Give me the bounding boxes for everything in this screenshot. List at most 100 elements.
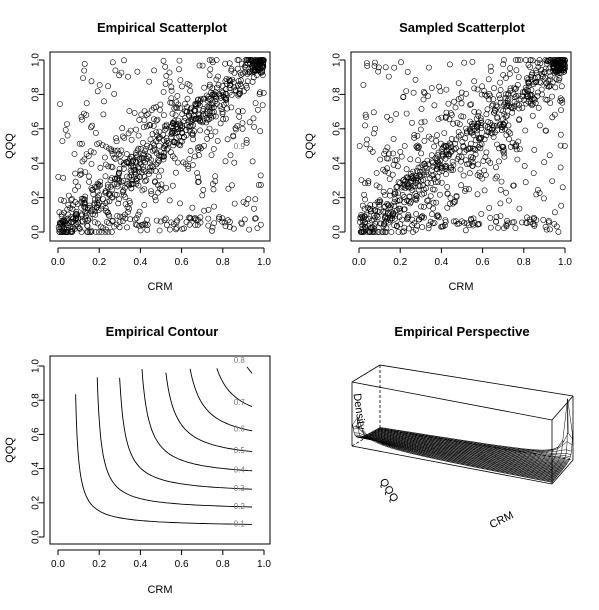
scatter-point [522,57,529,63]
scatter-point [433,213,440,220]
scatter-point [405,211,412,218]
perspective-box [351,364,574,485]
scatter-point [393,184,400,191]
surface-grid-line [352,416,553,483]
scatter-point [462,157,469,163]
scatter-point [542,96,549,103]
y-axis: 0.0 0.2 0.4 0.6 0.8 1.0 [332,53,346,239]
scatter-point [127,167,134,174]
x-tick-label: 1.0 [257,559,271,570]
scatter-point [481,187,488,194]
scatter-point [212,93,218,99]
scatter-point [529,70,536,76]
scatter-point [448,147,455,154]
scatter-point [163,146,170,153]
scatter-point [478,91,485,98]
scatter-point [193,101,200,108]
scatter-point [212,128,219,135]
scatter-point [148,190,155,197]
scatter-point [413,211,419,217]
scatter-point [79,218,86,225]
scatter-point [212,173,219,180]
scatter-point [136,117,143,123]
scatter-point [380,229,387,235]
contour-line [75,394,253,525]
scatter-point [151,67,157,74]
x-tick-label: 0.4 [133,257,147,268]
scatter-point [122,201,129,207]
scatter-point [485,76,492,83]
scatter-point [512,225,519,231]
box-edge [379,364,574,397]
scatter-point [243,200,250,207]
scatter-point [460,172,467,179]
scatter-point [173,224,180,231]
scatter-point [158,187,165,193]
scatter-point [163,121,170,128]
scatter-point [119,125,126,132]
scatter-point [120,165,127,172]
scatter-point [243,82,250,89]
scatter-point [504,112,511,119]
scatter-point [174,159,181,166]
scatter-point [219,110,226,117]
scatter-point [224,136,231,143]
scatter-point [245,69,252,76]
scatter-point [416,168,423,175]
scatter-point [89,122,95,129]
scatter-point [227,152,234,159]
scatter-point [555,77,562,84]
scatter-point [395,205,402,212]
scatter-point [487,224,494,231]
scatter-point [439,151,446,157]
scatter-point [515,57,521,63]
scatter-point [108,229,115,235]
scatter-point [499,143,505,150]
scatter-point [381,203,388,210]
scatter-point [100,196,106,202]
scatter-point [411,131,418,138]
scatter-point [414,132,421,139]
scatter-point [448,112,455,118]
scatter-point [537,79,544,86]
x-tick-label: 0.2 [92,559,106,570]
scatter-point [474,191,481,198]
scatter-point [140,139,146,146]
scatter-point [413,196,420,203]
scatter-point [438,114,445,121]
x-tick-label: 0.0 [352,257,366,268]
scatter-point [107,183,114,190]
scatter-point [120,191,127,198]
scatter-point [381,204,388,211]
scatter-point [478,134,485,141]
scatter-point [497,79,503,86]
scatter-point [423,165,430,171]
scatter-point [58,196,64,203]
scatter-point [136,208,143,215]
scatter-point [190,136,196,143]
scatter-point [102,154,108,161]
contour-label: 0.1 [234,520,246,529]
scatter-point [194,170,200,176]
scatter-point [504,103,510,110]
scatter-point [213,57,220,63]
scatter-point [100,111,107,118]
scatter-point [371,223,378,230]
scatter-point [85,216,92,223]
scatter-point [360,229,366,235]
scatter-point [82,196,88,203]
scatter-point [166,69,173,76]
contour-line [189,368,253,432]
scatter-point [387,204,394,211]
scatter-point [239,70,246,77]
scatter-point [494,141,500,148]
scatter-point [199,111,206,118]
scatter-point [98,205,104,212]
scatter-point [415,164,422,171]
scatter-point [549,93,555,100]
scatter-point [537,60,544,67]
scatter-point [418,177,425,184]
surface-grid-line [360,436,559,476]
scatter-point [381,214,388,221]
scatter-point [162,215,169,222]
